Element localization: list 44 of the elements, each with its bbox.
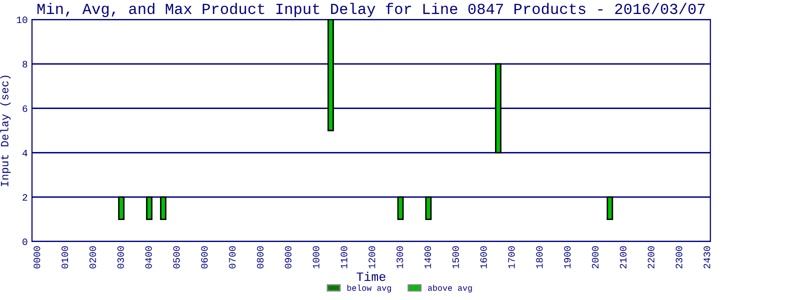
y-tick-label: 0: [22, 238, 28, 246]
chart-title: Min, Avg, and Max Product Input Delay for Line 0847 Products - 2016/03/07: [37, 2, 705, 18]
x-tick-label: 1700: [508, 246, 515, 268]
x-tick-label: 1200: [368, 246, 376, 268]
bar: [495, 63, 502, 154]
x-tick-label: 0900: [284, 246, 292, 268]
x-tick-label: 0600: [201, 246, 208, 268]
y-tick-label: 8: [22, 60, 28, 68]
bar: [606, 196, 614, 220]
legend-label: above avg: [428, 284, 472, 292]
x-tick-label: 0700: [229, 246, 236, 268]
x-tick-label: 1900: [564, 246, 571, 268]
bar: [160, 196, 166, 220]
bar: [425, 196, 432, 220]
x-tick-label: 1600: [480, 246, 487, 268]
x-tick-label: 0100: [62, 246, 68, 268]
bar: [146, 196, 152, 220]
x-tick-label: 1300: [396, 246, 404, 268]
y-tick-label: 4: [22, 150, 28, 156]
x-tick-label: 0800: [256, 246, 264, 268]
bar: [397, 196, 404, 220]
y-axis-title: Input Delay (sec): [0, 76, 11, 186]
y-tick-label: 10: [16, 16, 28, 24]
x-tick-label: 1400: [424, 246, 432, 268]
y-tick-label: 6: [22, 105, 28, 112]
x-tick-label: 0000: [34, 246, 40, 268]
x-tick-label: 0300: [117, 246, 124, 268]
y-tick-label: 2: [22, 194, 28, 201]
legend-label: below avg: [347, 284, 391, 292]
x-tick-label: 1100: [340, 246, 348, 268]
x-tick-label: 2200: [648, 246, 654, 268]
x-tick-label: 0200: [89, 246, 96, 268]
x-tick-label: 2430: [704, 246, 710, 268]
bar: [118, 196, 125, 220]
x-tick-label: 2000: [592, 246, 599, 268]
bar: [328, 20, 334, 132]
x-tick-label: 1500: [452, 246, 459, 268]
x-axis-title: Time: [356, 272, 386, 281]
x-tick-label: 0500: [173, 246, 180, 268]
x-tick-label: 2100: [620, 246, 626, 268]
x-tick-label: 0400: [145, 246, 152, 268]
x-tick-label: 1000: [312, 246, 320, 268]
x-tick-label: 1800: [536, 246, 543, 268]
x-tick-label: 2300: [676, 246, 682, 268]
